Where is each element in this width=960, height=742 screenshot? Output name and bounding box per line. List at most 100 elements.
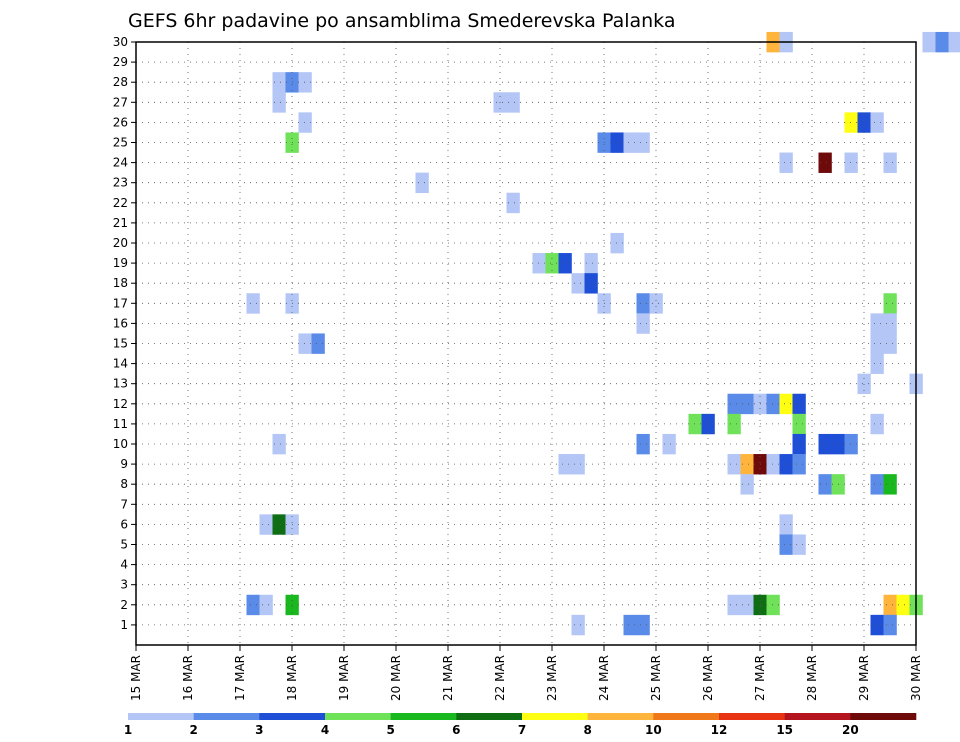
y-tick-label: 12 (113, 397, 128, 411)
legend-label: 2 (189, 723, 197, 737)
legend-label: 1 (124, 723, 132, 737)
y-tick-label: 27 (113, 95, 128, 109)
heat-cell (727, 413, 741, 435)
heat-cell (584, 273, 598, 294)
legend-swatch (850, 713, 917, 720)
x-tick-label: 17 MAR (233, 655, 247, 701)
y-tick-label: 28 (113, 75, 128, 89)
heat-cell (740, 594, 754, 616)
y-tick-label: 20 (113, 236, 128, 250)
heat-cell (259, 594, 273, 616)
heat-cell (636, 433, 650, 455)
heat-cell (532, 253, 546, 274)
heat-cell (272, 92, 286, 113)
y-tick-label: 17 (113, 296, 128, 310)
legend-label: 4 (321, 723, 329, 737)
y-tick-label: 7 (120, 497, 128, 511)
heat-cell (779, 454, 793, 475)
heat-cell (883, 333, 897, 354)
y-axis: 1234567891011121314151617181920212223242… (113, 35, 136, 632)
heat-cell (883, 474, 897, 495)
heat-cell (818, 152, 832, 173)
legend-swatch (784, 713, 851, 720)
x-tick-label: 19 MAR (337, 655, 351, 701)
heat-cell (779, 393, 793, 415)
heat-cell (883, 313, 897, 334)
heat-cell (870, 413, 884, 435)
heat-cell (922, 31, 936, 53)
heat-cell (506, 192, 520, 214)
y-tick-label: 2 (120, 598, 128, 612)
heat-cell (779, 152, 793, 173)
legend-label: 3 (255, 723, 263, 737)
grid-layer (136, 41, 916, 645)
heat-cell (870, 333, 884, 354)
x-axis: 15 MAR 16 MAR 17 MAR 18 MAR 19 MAR 20 MAR 21 M… (129, 645, 923, 701)
y-tick-label: 15 (113, 337, 128, 351)
legend-swatch (719, 713, 785, 720)
heat-cell (935, 31, 949, 53)
heat-cell (857, 112, 871, 133)
x-tick-label: 30 MAR (909, 655, 923, 701)
heat-cell (766, 594, 780, 616)
heat-cell (558, 253, 572, 274)
y-tick-label: 24 (113, 156, 128, 170)
heat-cell (571, 454, 585, 475)
y-tick-label: 8 (120, 477, 128, 491)
x-tick-label: 26 MAR (701, 655, 715, 701)
heat-cell (883, 614, 897, 636)
heat-cell (584, 253, 598, 274)
y-tick-label: 30 (113, 35, 128, 49)
heat-cell (818, 474, 832, 495)
cell-layer (246, 31, 960, 636)
x-tick-label: 25 MAR (649, 655, 663, 701)
heat-cell (636, 132, 650, 153)
heat-cell (610, 232, 624, 254)
legend-swatch (325, 713, 391, 720)
y-tick-label: 1 (120, 618, 128, 632)
y-tick-label: 21 (113, 216, 128, 230)
legend-label: 15 (776, 723, 793, 737)
heat-cell (623, 132, 637, 153)
y-tick-label: 19 (113, 256, 128, 270)
y-tick-label: 16 (113, 316, 128, 330)
y-tick-label: 13 (113, 377, 128, 391)
heat-cell (636, 313, 650, 334)
heat-cell (571, 273, 585, 294)
y-tick-label: 9 (120, 457, 128, 471)
heat-cell (571, 614, 585, 636)
heat-cell (883, 594, 897, 616)
heat-cell (792, 454, 806, 475)
heat-cell (610, 132, 624, 153)
heat-cell (636, 614, 650, 636)
heat-cell (688, 413, 702, 435)
heat-cell (623, 614, 637, 636)
y-tick-label: 6 (120, 517, 128, 531)
legend-label: 7 (518, 723, 526, 737)
x-tick-label: 24 MAR (597, 655, 611, 701)
heat-cell (792, 413, 806, 435)
heat-cell (259, 514, 273, 535)
heat-cell (727, 454, 741, 475)
heat-cell (779, 534, 793, 555)
heat-cell (246, 594, 260, 616)
y-tick-label: 4 (120, 558, 128, 572)
heat-cell (558, 454, 572, 475)
y-tick-label: 25 (113, 136, 128, 150)
heat-cell (896, 594, 910, 616)
heat-cell (792, 534, 806, 555)
heat-cell (311, 333, 325, 354)
legend-label: 20 (842, 723, 859, 737)
heat-cell (870, 474, 884, 495)
legend: 1 2 3 4 5 6 7 8 10 12 15 20 (124, 713, 917, 737)
heat-cell (272, 514, 286, 535)
y-tick-label: 29 (113, 55, 128, 69)
legend-swatch (193, 713, 260, 720)
legend-label: 6 (452, 723, 460, 737)
x-tick-label: 21 MAR (441, 655, 455, 701)
heat-cell (272, 72, 286, 93)
x-tick-label: 23 MAR (545, 655, 559, 701)
heat-cell (766, 454, 780, 475)
legend-label: 10 (645, 723, 662, 737)
